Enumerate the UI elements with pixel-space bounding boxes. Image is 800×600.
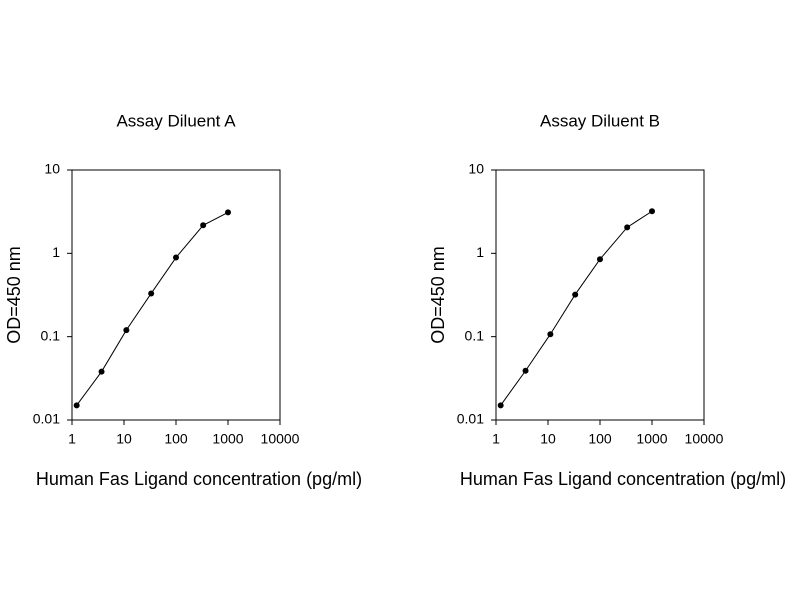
x-tick-label: 10 xyxy=(116,431,132,447)
x-tick-label: 10000 xyxy=(261,431,300,447)
chart-title: Assay Diluent B xyxy=(540,111,660,130)
data-point xyxy=(200,222,207,229)
data-point xyxy=(624,224,631,231)
y-tick-label: 1 xyxy=(476,244,484,260)
x-axis-label: Human Fas Ligand concentration (pg/ml) xyxy=(460,469,786,489)
data-point xyxy=(225,209,231,216)
data-line xyxy=(500,210,653,406)
y-tick-label: 10 xyxy=(44,161,60,177)
x-tick-label: 1000 xyxy=(636,431,667,447)
x-tick-label: 1 xyxy=(68,431,76,447)
x-axis-label: Human Fas Ligand concentration (pg/ml) xyxy=(36,469,362,489)
x-tick-label: 1000 xyxy=(212,431,243,447)
data-line xyxy=(76,211,229,406)
plot-frame xyxy=(495,169,705,421)
data-point xyxy=(547,331,554,338)
x-tick-label: 1 xyxy=(492,431,500,447)
data-point xyxy=(73,402,80,409)
y-tick-label: 0.1 xyxy=(41,327,61,343)
y-tick-label: 1 xyxy=(52,244,60,260)
chart-title: Assay Diluent A xyxy=(116,111,236,130)
x-tick-label: 10000 xyxy=(685,431,724,447)
data-point xyxy=(98,368,105,375)
data-point xyxy=(148,290,155,297)
y-tick-label: 0.1 xyxy=(465,327,485,343)
x-tick-label: 10 xyxy=(540,431,556,447)
data-point xyxy=(572,291,579,298)
data-point xyxy=(123,327,130,334)
data-point xyxy=(597,256,603,263)
data-point xyxy=(522,367,529,374)
y-tick-label: 10 xyxy=(468,161,484,177)
data-point xyxy=(497,402,504,409)
x-tick-label: 100 xyxy=(164,431,188,447)
data-point xyxy=(649,208,655,215)
y-axis-label: OD=450 nm xyxy=(4,246,24,344)
y-tick-label: 0.01 xyxy=(457,411,484,427)
plot-frame xyxy=(71,169,281,421)
x-tick-label: 100 xyxy=(588,431,612,447)
y-tick-label: 0.01 xyxy=(33,411,60,427)
data-point xyxy=(173,254,179,261)
y-axis-label: OD=450 nm xyxy=(428,246,448,344)
